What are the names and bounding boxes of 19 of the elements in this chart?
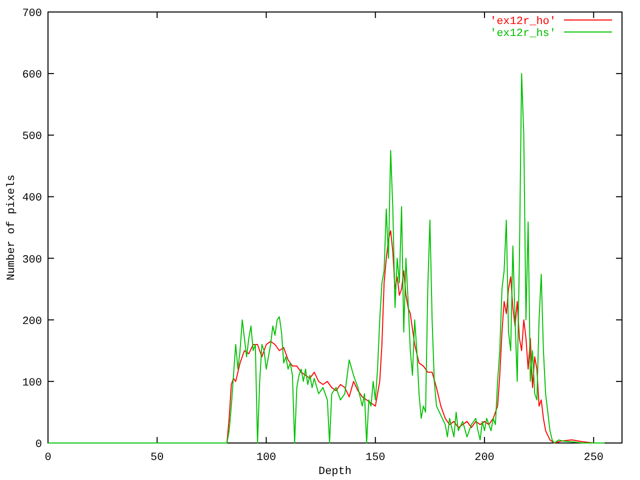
y-tick-label: 200 <box>22 316 42 328</box>
x-tick-label: 200 <box>474 452 494 464</box>
y-axis-title: Number of pixels <box>6 174 18 280</box>
x-axis-title: Depth <box>318 466 352 478</box>
y-tick-label: 0 <box>35 439 42 451</box>
line-series <box>48 73 606 444</box>
x-tick-label: 150 <box>365 452 386 464</box>
y-tick-label: 700 <box>22 8 42 20</box>
y-tick-label: 100 <box>22 377 42 390</box>
x-tick-label: 100 <box>256 452 276 464</box>
legend-label: 'ex12r_hs' <box>490 28 556 40</box>
y-tick-label: 400 <box>22 192 42 205</box>
y-tick-label: 300 <box>22 254 42 266</box>
x-tick-label: 0 <box>44 452 52 464</box>
y-tick-label: 600 <box>22 70 42 82</box>
legend-label: 'ex12r_ho' <box>490 16 556 28</box>
x-tick-label: 250 <box>584 452 604 464</box>
y-tick-label: 500 <box>22 131 42 144</box>
x-tick-label: 50 <box>150 452 164 464</box>
